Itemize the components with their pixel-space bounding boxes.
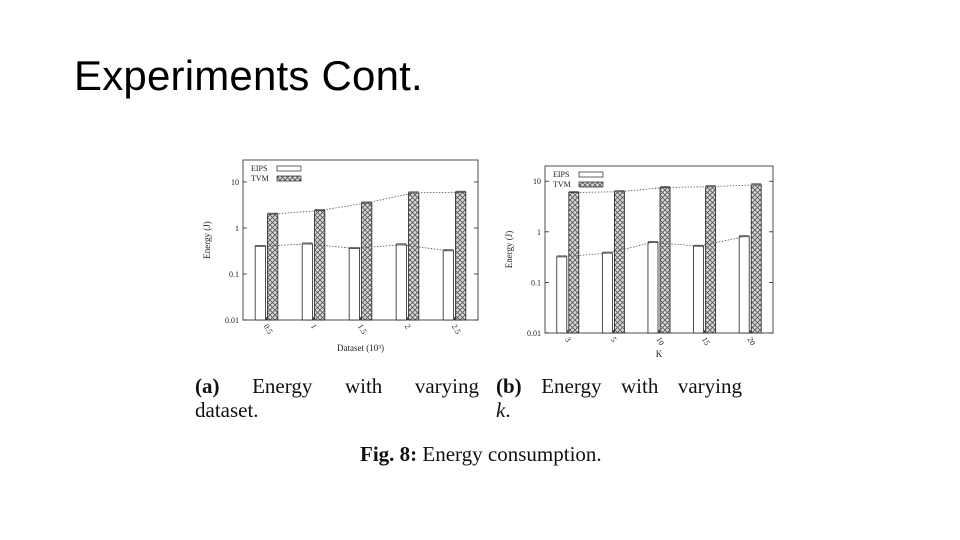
- y-tick-label: 10: [231, 178, 239, 187]
- legend-label-eips: EIPS: [553, 170, 569, 179]
- bar-eips: [556, 256, 568, 334]
- y-tick-label: 0.1: [531, 278, 541, 287]
- subcaption-b-label: (b): [496, 374, 522, 398]
- trend-line-tvm: [573, 184, 757, 193]
- x-tick-label: 10: [654, 336, 666, 347]
- bar-eips: [395, 244, 407, 321]
- y-tick-label: 0.01: [527, 329, 541, 338]
- subcaption-b-text: Energy with varying: [541, 374, 743, 398]
- bar-tvm: [705, 186, 717, 334]
- legend-swatch-eips: [578, 171, 604, 178]
- subcaption-a-line1: (a) Energy with varying: [195, 374, 479, 398]
- legend-label-eips: EIPS: [251, 164, 267, 173]
- y-tick-label: 1: [537, 228, 541, 237]
- x-tick-label: 1: [309, 323, 319, 331]
- bar-eips: [647, 241, 659, 334]
- figure-caption: Fig. 8: Energy consumption.: [360, 442, 602, 467]
- legend-label-tvm: TVM: [251, 174, 269, 183]
- legend-swatch-tvm: [276, 175, 302, 182]
- x-tick-label: 15: [700, 336, 712, 347]
- x-tick-label: 1.5: [356, 323, 369, 336]
- subcaption-b-var: k: [496, 398, 506, 422]
- slide-title: Experiments Cont.: [74, 52, 423, 99]
- bar-eips: [601, 252, 613, 334]
- plot-frame: [242, 159, 479, 321]
- y-tick-label: 10: [533, 177, 541, 186]
- subcaption-a-text: Energy with varying: [252, 374, 480, 398]
- x-tick-label: 2: [403, 323, 413, 331]
- y-axis-label: Energy (J): [504, 231, 514, 269]
- figure-label: Fig. 8:: [360, 442, 418, 466]
- bar-eips: [348, 247, 360, 321]
- bar-eips: [738, 236, 750, 334]
- y-tick-label: 0.01: [225, 316, 239, 325]
- legend-swatch-tvm: [578, 181, 604, 188]
- trend-line-tvm: [272, 191, 461, 215]
- legend-swatch-eips: [276, 165, 302, 172]
- bar-eips: [254, 245, 266, 321]
- bar-tvm: [750, 184, 762, 334]
- bar-eips: [442, 250, 454, 321]
- y-axis-label: Energy (J): [202, 221, 212, 259]
- subcaption-b-period: .: [505, 398, 511, 422]
- x-tick-label: 3: [563, 336, 573, 344]
- subcaption-a-label: (a): [195, 374, 220, 398]
- x-axis-label: Dataset (10³): [337, 343, 384, 353]
- x-tick-label: 5: [609, 336, 619, 344]
- bar-tvm: [408, 192, 420, 321]
- subcaption-b-line1: (b) Energy with varying: [496, 374, 742, 398]
- y-tick-label: 1: [235, 224, 239, 233]
- x-tick-label: 0.5: [262, 323, 275, 336]
- bar-eips: [693, 245, 704, 334]
- bar-eips: [301, 243, 313, 321]
- x-tick-label: 2.5: [450, 323, 463, 336]
- subcaption-a-line2: dataset.: [195, 398, 259, 422]
- x-tick-label: 20: [745, 336, 757, 347]
- trend-line-eips: [260, 243, 449, 252]
- bar-tvm: [659, 187, 671, 334]
- bar-tvm: [361, 202, 373, 321]
- figure-caption-text: Energy consumption.: [422, 442, 602, 466]
- legend-label-tvm: TVM: [553, 180, 571, 189]
- bar-tvm: [614, 191, 625, 334]
- bar-tvm: [314, 210, 326, 321]
- bar-tvm: [267, 213, 279, 321]
- trend-line-eips: [561, 236, 745, 258]
- subcaption-b-line2: k.: [496, 398, 511, 422]
- x-axis-label: K: [656, 349, 663, 359]
- y-tick-label: 0.1: [229, 270, 239, 279]
- bar-tvm: [568, 192, 580, 334]
- bar-tvm: [455, 191, 467, 321]
